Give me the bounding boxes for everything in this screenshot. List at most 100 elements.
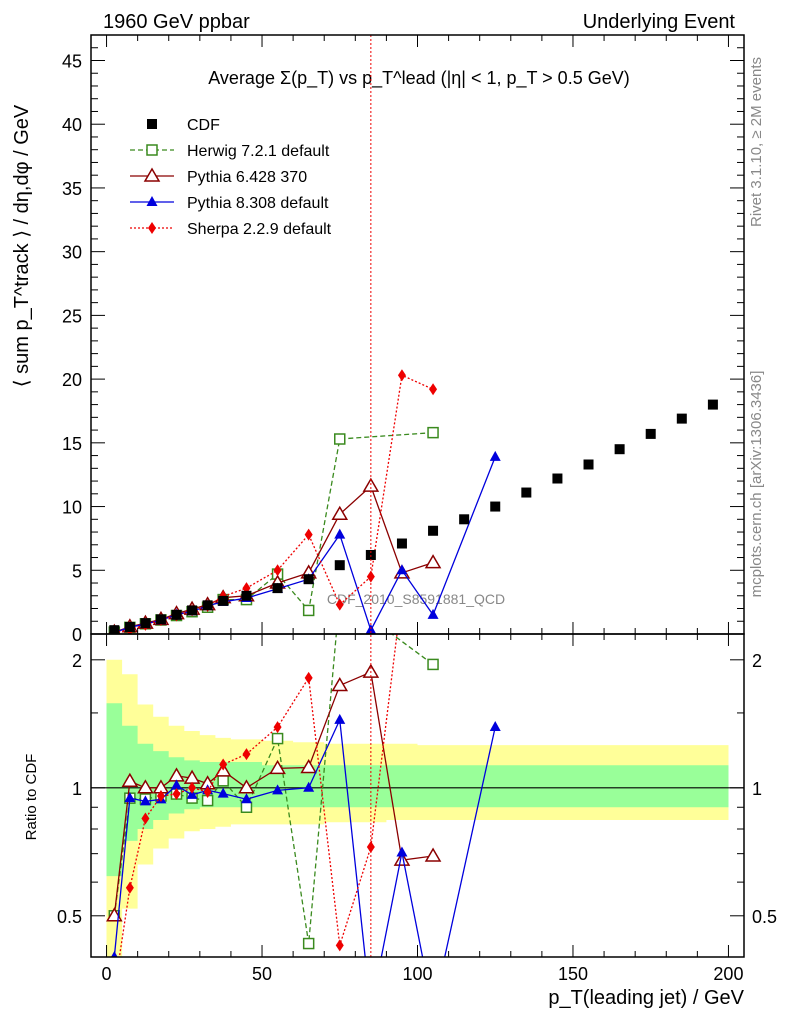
- ratio-point: [242, 748, 251, 761]
- ratio-point: [272, 784, 284, 795]
- cdf-data-point: [707, 399, 718, 410]
- y-tick-label: 25: [62, 306, 82, 326]
- ratio-point: [139, 795, 151, 806]
- cdf-data-point: [583, 459, 594, 470]
- ratio-point: [366, 840, 375, 853]
- ratio-point: [125, 881, 134, 894]
- header-left: 1960 GeV ppbar: [103, 11, 250, 33]
- y-tick-label: 10: [62, 498, 82, 518]
- data-point: [331, 505, 349, 520]
- data-point: [304, 528, 313, 541]
- ratio-point: [137, 779, 154, 794]
- data-point: [396, 564, 408, 575]
- cdf-data-point: [645, 428, 656, 439]
- ratio-point: [427, 658, 439, 671]
- cdf-data-point: [396, 538, 407, 549]
- rivet-label: Rivet 3.1.10, ≥ 2M events: [748, 57, 765, 227]
- upper-ylabel: ⟨ sum p_T^track ⟩ / dη,dφ / GeV: [11, 104, 33, 387]
- ratio-point: [172, 788, 181, 801]
- cdf-data-point: [521, 487, 532, 498]
- ratio-point: [186, 788, 198, 799]
- y-tick-label: 45: [62, 51, 82, 71]
- legend-label: Sherpa 2.2.9 default: [187, 221, 332, 238]
- ratio-point: [141, 812, 150, 825]
- ratio-point: [489, 720, 501, 731]
- data-point: [365, 624, 377, 634]
- cdf-data-point: [303, 574, 314, 585]
- ratio-point: [188, 781, 197, 794]
- upper-plot-area: [108, 369, 718, 634]
- cdf-data-point: [334, 560, 345, 571]
- series-line-2: [114, 485, 434, 633]
- legend-label: Pythia 8.308 default: [187, 195, 329, 212]
- ratio-point: [304, 671, 313, 684]
- cdf-data-point: [490, 501, 501, 512]
- x-tick-label: 0: [102, 964, 112, 984]
- legend-label: Pythia 6.428 370: [187, 169, 307, 186]
- y-tick-label: 5: [72, 561, 82, 581]
- ratio-band-inner: [106, 703, 729, 877]
- ratio-band-outer: [106, 659, 729, 957]
- ratio-y-tick-label-right: 2: [752, 651, 762, 671]
- data-point: [273, 564, 282, 577]
- ratio-point: [240, 801, 253, 814]
- ratio-point: [271, 732, 284, 745]
- cdf-data-point: [171, 609, 182, 620]
- ratio-point: [396, 846, 408, 857]
- y-tick-label: 0: [72, 625, 82, 645]
- lower-plot-area: [91, 634, 744, 957]
- ratio-point: [424, 847, 442, 862]
- x-tick-label: 50: [252, 964, 272, 984]
- x-tick-label: 200: [713, 964, 743, 984]
- data-point: [334, 433, 346, 445]
- ratio-point: [121, 772, 139, 787]
- x-tick-label: 150: [558, 964, 588, 984]
- cdf-data-point: [140, 618, 151, 629]
- ratio-y-tick-label: 1: [72, 779, 82, 799]
- cdf-data-point: [124, 621, 135, 632]
- cdf-data-point: [614, 444, 625, 455]
- data-point: [427, 426, 439, 439]
- cdf-data-point: [272, 583, 283, 594]
- cdf-data-point: [428, 525, 439, 536]
- y-tick-label: 30: [62, 243, 82, 263]
- ratio-y-tick-label-right: 1: [752, 779, 762, 799]
- ratio-point: [124, 792, 136, 803]
- lower-ylabel: Ratio to CDF: [23, 754, 40, 841]
- cdf-data-point: [552, 473, 563, 484]
- ratio-point: [269, 759, 286, 775]
- ratio-point: [171, 779, 183, 790]
- ratio-point: [219, 758, 228, 771]
- data-point: [302, 604, 315, 617]
- legend-label: CDF: [187, 117, 220, 134]
- ratio-point: [156, 790, 165, 803]
- ratio-y-tick-label: 0.5: [57, 907, 82, 927]
- ratio-point: [334, 713, 346, 724]
- cdf-data-point: [459, 514, 470, 525]
- y-tick-label: 20: [62, 370, 82, 390]
- header-right: Underlying Event: [583, 11, 736, 33]
- cdf-data-point: [676, 413, 687, 424]
- ratio-point: [217, 775, 229, 787]
- ratio-point: [303, 781, 315, 792]
- cdf-data-point: [365, 549, 376, 560]
- ratio-point: [273, 721, 282, 734]
- legend-marker: [143, 167, 161, 182]
- ratio-point: [111, 951, 118, 957]
- data-point: [424, 554, 442, 569]
- ratio-point: [393, 851, 411, 866]
- ratio-point: [203, 785, 212, 798]
- data-point: [427, 608, 439, 619]
- legend: CDF Herwig 7.2.1 default Pythia 6.428 370 P…: [130, 117, 332, 238]
- cdf-data-point: [187, 605, 198, 616]
- ratio-point: [331, 676, 349, 692]
- ratio-point: [300, 759, 317, 774]
- mcplots-label: mcplots.cern.ch [arXiv:1306.3436]: [748, 371, 765, 598]
- data-point: [334, 528, 346, 539]
- axes: 0 50 100 150 200 0 5 10 15 20 25 30 35 40 45 0.5 0.5 1 1 2 2: [57, 34, 777, 984]
- ratio-y-tick-label-right: 0.5: [752, 907, 777, 927]
- cdf-data-point: [155, 614, 166, 625]
- cdf-data-point: [241, 590, 252, 601]
- chart-title: Average Σ(p_T) vs p_T^lead (|η| < 1, p_T…: [208, 68, 629, 89]
- ratio-line-3: [113, 717, 496, 957]
